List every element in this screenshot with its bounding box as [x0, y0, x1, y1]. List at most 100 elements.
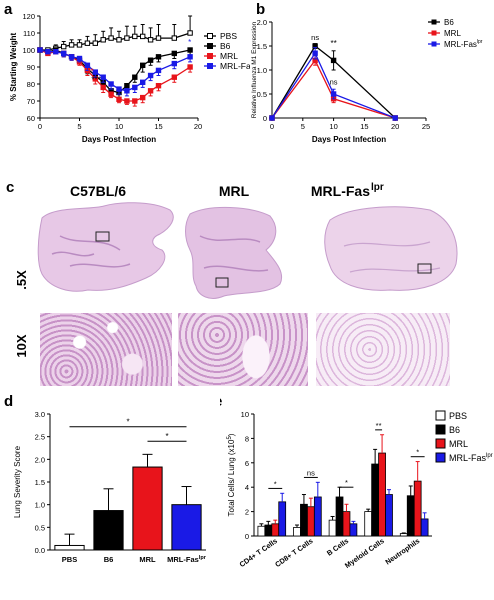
- histology-10x-c57bl6: [40, 313, 172, 386]
- y-tick-label: 1.0: [257, 66, 267, 75]
- y-tick-label: 2.0: [35, 455, 45, 464]
- y-tick-label: 2: [245, 508, 249, 517]
- category-label: PBS: [62, 555, 77, 564]
- legend-marker: [207, 53, 213, 59]
- lung-severity-chart: d 0.0 0.5 1.0 1.5 2.0 2.5 3.0 Lung Severity Scor…: [4, 393, 207, 564]
- y-axis-label: Relative Influenza M1 Expression: [251, 21, 258, 118]
- data-point: [155, 83, 162, 89]
- data-point: [100, 74, 106, 80]
- data-point: [68, 54, 75, 60]
- data-point: [171, 74, 178, 80]
- bar-MRL: [132, 466, 163, 551]
- bar-MRL: [378, 452, 386, 537]
- data-point: [76, 42, 83, 48]
- annotation: *: [165, 432, 168, 441]
- x-tick-label: 25: [422, 122, 430, 131]
- data-point: [68, 42, 75, 48]
- data-point: [187, 30, 193, 36]
- data-point: [330, 91, 337, 97]
- panel-letter-a: a: [4, 1, 13, 18]
- category-label: Myeloid Cells: [343, 536, 386, 570]
- y-tick-label: 0: [245, 532, 249, 541]
- col-label-sup: lpr: [371, 182, 384, 193]
- data-point: [147, 88, 154, 94]
- x-axis-label: Days Post Infection: [312, 135, 386, 144]
- bar-MRL-Fas: [313, 496, 322, 537]
- legend-label: PBS: [220, 31, 237, 41]
- panel-letter-c: c: [6, 179, 14, 196]
- legend-label: B6: [449, 425, 460, 435]
- x-tick-label: 5: [301, 122, 305, 131]
- legend-label: MRL: [449, 439, 468, 449]
- legend-label: MRL: [220, 51, 238, 61]
- legend-marker: [207, 63, 213, 69]
- data-point: [37, 47, 43, 53]
- annotation: *: [188, 38, 191, 47]
- data-point: [92, 40, 98, 46]
- x-tick-label: 15: [154, 122, 162, 131]
- annotation: *: [416, 448, 419, 457]
- legend-marker: [207, 33, 213, 39]
- data-point: [140, 62, 146, 68]
- series-line-B6: [271, 45, 396, 119]
- bar-PBS: [328, 519, 337, 537]
- series-line-MRL: [271, 59, 396, 119]
- histology-10x-mrl-faslpr: [316, 313, 450, 386]
- data-point: [171, 60, 178, 67]
- bar-MRL: [307, 506, 315, 537]
- cell-counts-chart: e 0 2 4 6 8 10 Total Cells/ Lung (x105) CD4+ T C…: [220, 393, 493, 570]
- row-label-05x: .5X: [14, 270, 29, 290]
- y-tick-label: 1.5: [257, 42, 267, 51]
- y-tick-label: 3.0: [35, 410, 45, 419]
- data-point: [132, 84, 138, 91]
- bar-PBS: [293, 527, 301, 537]
- data-point: [155, 67, 162, 74]
- data-point: [140, 33, 146, 40]
- col-label-c57bl6: C57BL/6: [70, 183, 126, 199]
- annotation: ns: [311, 33, 319, 42]
- data-point: [155, 54, 162, 60]
- category-label: B Cells: [325, 536, 350, 557]
- x-tick-label: 20: [391, 122, 399, 131]
- lung-section-mrl-faslpr: [324, 206, 458, 291]
- annotation: **: [376, 421, 382, 430]
- x-tick-label: 20: [194, 122, 202, 131]
- bar-PBS: [257, 525, 266, 537]
- y-axis-label: % Starting Weight: [9, 33, 18, 102]
- legend-label: MRL: [444, 29, 461, 38]
- data-point: [84, 62, 91, 68]
- bar-MRL: [271, 523, 280, 537]
- category-label: CD8+ T Cells: [273, 536, 314, 569]
- legend-swatch: [435, 452, 446, 463]
- legend-marker: [431, 30, 437, 36]
- data-point: [147, 72, 154, 79]
- annotation: ***: [91, 75, 100, 84]
- y-axis-label: Lung Severity Score: [13, 445, 22, 518]
- legend-swatch: [435, 424, 446, 435]
- bar-B6: [93, 510, 124, 551]
- data-point: [330, 57, 337, 64]
- x-tick-label: 0: [270, 122, 274, 131]
- bar-MRL: [413, 480, 422, 537]
- data-point: [76, 55, 83, 62]
- bar-MRL-Fas: [278, 501, 287, 537]
- data-point: [116, 96, 122, 102]
- y-tick-label: 0.5: [257, 90, 267, 99]
- data-point: [147, 37, 154, 43]
- y-tick-label: 10: [241, 410, 249, 419]
- bar-PBS: [54, 544, 85, 551]
- bar-B6: [371, 463, 380, 537]
- bar-PBS: [399, 533, 408, 537]
- y-tick-label: 110: [23, 29, 35, 38]
- y-tick-label: 0.5: [35, 523, 45, 532]
- y-tick-label: 6: [245, 459, 249, 468]
- panel-letter-b: b: [256, 1, 265, 18]
- bar-MRL-Fas: [171, 504, 202, 551]
- data-point: [132, 33, 138, 40]
- annotation: **: [87, 67, 93, 76]
- weight-loss-chart: a 60 70 80 90 100 110 120 0 5 10 15 20 Days Post Infe…: [4, 1, 250, 144]
- annotation: *: [274, 479, 277, 488]
- data-point: [140, 94, 146, 101]
- bar-B6: [264, 524, 273, 537]
